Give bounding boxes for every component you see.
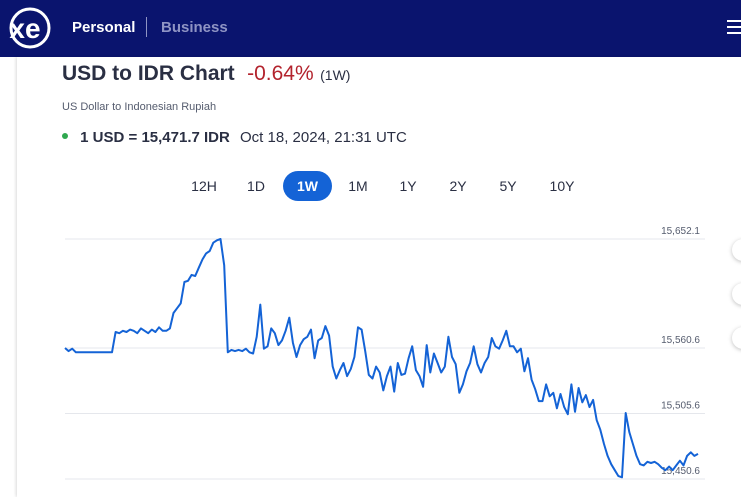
top-navigation-bar: xe Personal Business [0, 0, 741, 57]
xe-logo[interactable]: xe [3, 7, 51, 49]
chart-side-button-middle[interactable] [732, 283, 741, 305]
current-rate: 1 USD = 15,471.7 IDR [80, 129, 230, 146]
tab-1y[interactable]: 1Y [399, 178, 417, 194]
tab-1m[interactable]: 1M [348, 178, 368, 194]
tab-12h[interactable]: 12H [191, 178, 217, 194]
hamburger-menu-icon[interactable] [727, 20, 741, 34]
nav-business-link[interactable]: Business [161, 19, 228, 36]
live-status-dot-icon [62, 133, 68, 140]
rate-timestamp: Oct 18, 2024, 21:31 UTC [240, 129, 407, 146]
chart-side-button-top[interactable] [732, 239, 741, 261]
tab-10y[interactable]: 10Y [549, 178, 575, 194]
tab-5y[interactable]: 5Y [499, 178, 517, 194]
chart-title-row: USD to IDR Chart -0.64% (1W) [62, 62, 350, 86]
rate-change-percent: -0.64% [247, 62, 314, 85]
rate-change-period: (1W) [320, 67, 351, 83]
svg-text:xe: xe [9, 13, 40, 44]
currency-pair-subtitle: US Dollar to Indonesian Rupiah [62, 101, 217, 113]
current-rate-row: 1 USD = 15,471.7 IDR Oct 18, 2024, 21:31… [62, 129, 407, 146]
chart-side-button-bottom[interactable] [732, 327, 741, 349]
chart-card [17, 57, 741, 497]
tab-2y[interactable]: 2Y [449, 178, 467, 194]
nav-personal-link[interactable]: Personal [72, 19, 136, 36]
tab-1d[interactable]: 1D [247, 178, 265, 194]
nav-divider [146, 17, 147, 37]
page-title: USD to IDR Chart [62, 62, 235, 85]
tab-1w[interactable]: 1W [283, 171, 332, 201]
